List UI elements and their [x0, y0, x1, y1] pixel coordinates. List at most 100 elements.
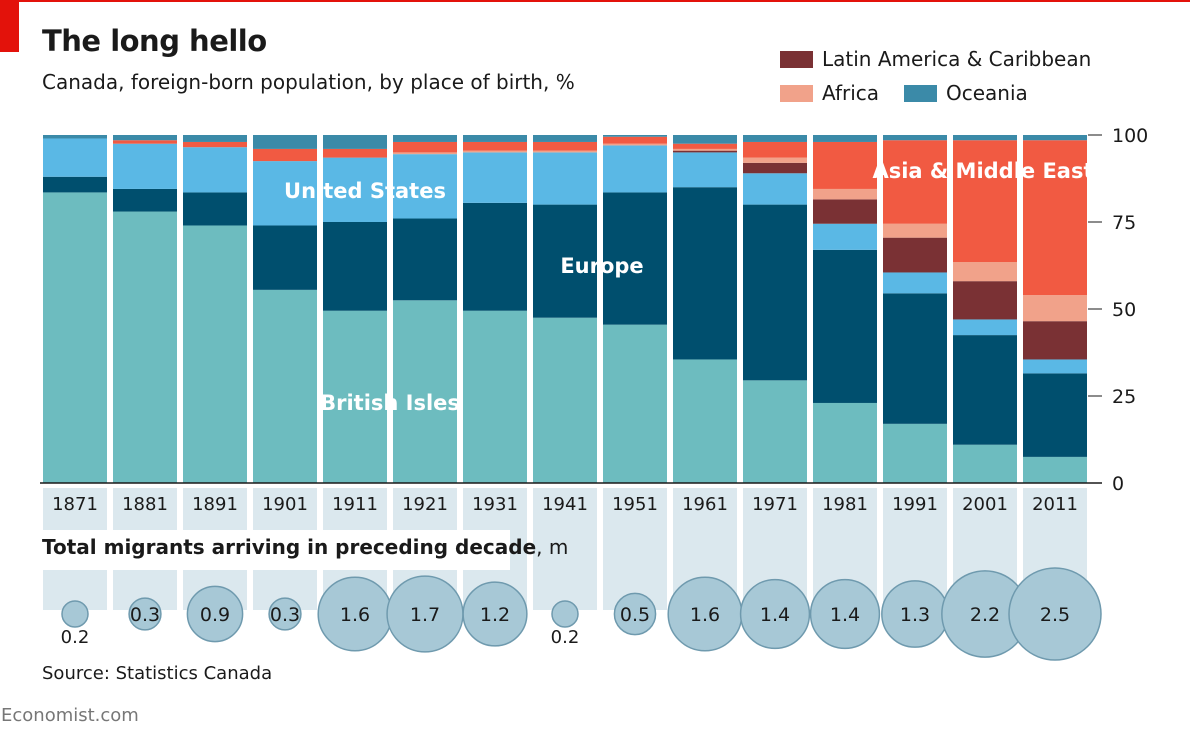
- bar-segment-asia-and-middle-east-1911: [323, 148, 387, 158]
- bar-segment-europe-1951: [603, 192, 667, 325]
- x-tick-label-1931: 1931: [472, 494, 518, 515]
- bar-segment-africa-1931: [463, 150, 527, 153]
- bubble-label-1981: 1.4: [830, 604, 860, 626]
- bar-segment-asia-and-middle-east-1951: [603, 136, 667, 144]
- bubble-label-2001: 2.2: [970, 604, 1000, 626]
- top-rule: [0, 0, 1190, 2]
- bar-segment-asia-and-middle-east-1921: [393, 141, 457, 153]
- bar-segment-oceania-1911: [323, 135, 387, 149]
- x-tick-label-1971: 1971: [752, 494, 798, 515]
- x-tick-label-1981: 1981: [822, 494, 868, 515]
- bar-segment-europe-1891: [183, 192, 247, 226]
- bubble-label-2011: 2.5: [1040, 604, 1070, 626]
- bar-segment-europe-2011: [1023, 373, 1087, 457]
- x-tick-label-1921: 1921: [402, 494, 448, 515]
- bubble-1891: [186, 585, 244, 643]
- bar-segment-asia-and-middle-east-1941: [533, 141, 597, 151]
- bar-segment-europe-1981: [813, 249, 877, 403]
- legend-swatch: [780, 85, 813, 102]
- annotation-asia-and-middle-east: Asia & Middle East: [872, 159, 1093, 183]
- bubble-label-1881: 0.3: [130, 604, 160, 626]
- bar-segment-latin-america-and-caribbean-2011: [1023, 321, 1087, 360]
- bar-segment-oceania-1901: [253, 135, 317, 149]
- bar-segment-united-states-1961: [673, 152, 737, 188]
- bar-segment-asia-and-middle-east-1971: [743, 141, 807, 158]
- bubble-1971: [739, 578, 811, 650]
- bar-segment-british-isles-1961: [673, 359, 737, 483]
- bar-segment-asia-and-middle-east-1981: [813, 141, 877, 189]
- bar-segment-latin-america-and-caribbean-2001: [953, 281, 1017, 320]
- bar-segment-british-isles-1921: [393, 300, 457, 483]
- bar-segment-oceania-1971: [743, 135, 807, 142]
- y-tick-label-75: 75: [1112, 212, 1136, 234]
- x-tick-label-1891: 1891: [192, 494, 238, 515]
- bubble-label-1961: 1.6: [690, 604, 720, 626]
- x-tick-label-1871: 1871: [52, 494, 98, 515]
- bar-segment-oceania-1881: [113, 135, 177, 141]
- bubble-column-1941: [533, 488, 597, 610]
- bar-segment-latin-america-and-caribbean-1991: [883, 237, 947, 273]
- annotation-united-states: United States: [284, 179, 446, 203]
- bar-segment-united-states-1941: [533, 152, 597, 205]
- bar-segment-oceania-2011: [1023, 135, 1087, 141]
- bar-segment-oceania-1951: [603, 135, 667, 137]
- y-tick-label-50: 50: [1112, 299, 1136, 321]
- x-tick-label-1911: 1911: [332, 494, 378, 515]
- bar-segment-oceania-1981: [813, 135, 877, 142]
- x-tick-label-1961: 1961: [682, 494, 728, 515]
- x-tick-label-1951: 1951: [612, 494, 658, 515]
- bar-segment-latin-america-and-caribbean-1981: [813, 199, 877, 224]
- bubble-label-1911: 1.6: [340, 604, 370, 626]
- bar-segment-asia-and-middle-east-2011: [1023, 140, 1087, 296]
- bar-segment-united-states-1951: [603, 145, 667, 193]
- bar-segment-oceania-1921: [393, 135, 457, 142]
- bar-segment-latin-america-and-caribbean-1961: [673, 150, 737, 153]
- bar-segment-united-states-1981: [813, 223, 877, 250]
- bar-segment-asia-and-middle-east-1931: [463, 141, 527, 151]
- y-tick-label-0: 0: [1112, 473, 1124, 495]
- legend-item-latin-america: Latin America & Caribbean: [780, 47, 1091, 71]
- bar-segment-oceania-1891: [183, 135, 247, 142]
- bubble-title-backdrop: [40, 530, 510, 570]
- bubble-label-1901: 0.3: [270, 604, 300, 626]
- x-tick-label-2001: 2001: [962, 494, 1008, 515]
- bubble-label-1991: 1.3: [900, 604, 930, 626]
- bubble-chart-title: Total migrants arriving in preceding dec…: [42, 535, 568, 559]
- bar-segment-europe-1961: [673, 187, 737, 360]
- bar-segment-british-isles-1881: [113, 211, 177, 483]
- bar-segment-europe-1911: [323, 222, 387, 311]
- bubble-1941: [551, 600, 579, 628]
- bar-segment-united-states-1891: [183, 147, 247, 193]
- bar-segment-africa-1961: [673, 148, 737, 151]
- bar-segment-africa-2011: [1023, 295, 1087, 322]
- bubble-label-1921: 1.7: [410, 604, 440, 626]
- bar-segment-asia-and-middle-east-1901: [253, 148, 317, 162]
- bar-segment-africa-1981: [813, 188, 877, 200]
- bar-segment-asia-and-middle-east-2001: [953, 140, 1017, 263]
- bar-segment-europe-1921: [393, 218, 457, 301]
- bar-segment-british-isles-1981: [813, 402, 877, 483]
- legend-label: Latin America & Caribbean: [822, 47, 1092, 71]
- y-tick-label-25: 25: [1112, 386, 1136, 408]
- bar-segment-british-isles-1971: [743, 380, 807, 483]
- bubble-title-bold: Total migrants arriving in preceding dec…: [42, 535, 537, 559]
- bubble-1981: [809, 578, 881, 650]
- bar-segment-british-isles-1911: [323, 310, 387, 483]
- bubble-1881: [128, 597, 162, 631]
- bar-segment-oceania-1871: [43, 135, 107, 139]
- bar-segment-british-isles-1931: [463, 310, 527, 483]
- bar-segment-british-isles-1891: [183, 225, 247, 484]
- bar-segment-united-states-2011: [1023, 359, 1087, 374]
- bar-segment-africa-2001: [953, 262, 1017, 282]
- y-tick-label-100: 100: [1112, 125, 1148, 147]
- bar-segment-oceania-1991: [883, 135, 947, 141]
- bar-segment-oceania-1961: [673, 135, 737, 144]
- bubble-1901: [268, 597, 302, 631]
- x-tick-label-1881: 1881: [122, 494, 168, 515]
- bar-segment-british-isles-1901: [253, 289, 317, 483]
- bar-segment-oceania-1941: [533, 135, 597, 142]
- bubble-column-1951: [603, 488, 667, 610]
- bar-segment-africa-1941: [533, 150, 597, 153]
- chart-title: The long hello: [42, 24, 267, 58]
